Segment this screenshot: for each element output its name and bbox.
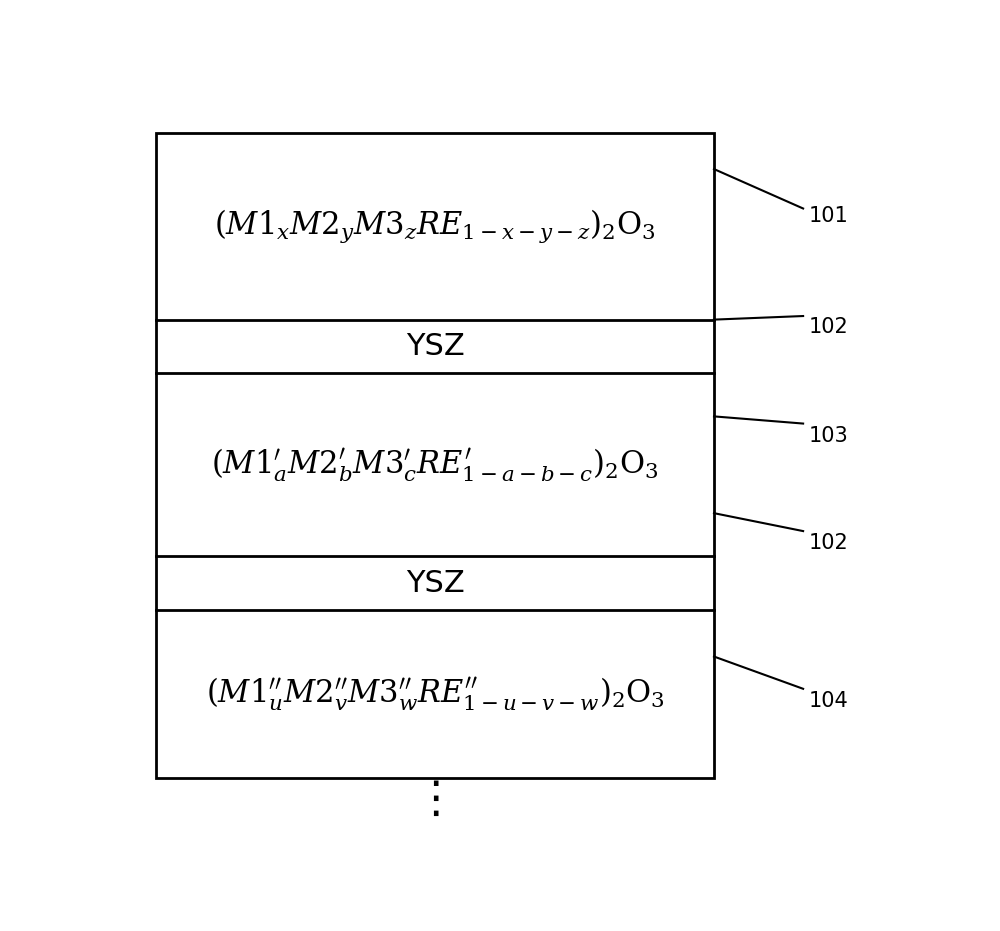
Text: 103: 103 (809, 425, 848, 446)
Text: 102: 102 (809, 317, 848, 337)
Text: $(M1_{x}M2_{y}M3_{z}RE_{1-x-y-z})_{2}\mathrm{O}_{3}$: $(M1_{x}M2_{y}M3_{z}RE_{1-x-y-z})_{2}\ma… (214, 208, 656, 245)
Text: YSZ: YSZ (406, 569, 464, 598)
Text: $(M1^{\prime\prime}_{u}M2^{\prime\prime}_{v}M3^{\prime\prime}_{w}RE^{\prime\prim: $(M1^{\prime\prime}_{u}M2^{\prime\prime}… (206, 675, 664, 713)
Text: 102: 102 (809, 533, 848, 553)
Text: YSZ: YSZ (406, 332, 464, 361)
Text: 101: 101 (809, 206, 848, 225)
Text: $(M1^{\prime}_{a}M2^{\prime}_{b}M3^{\prime}_{c}RE^{\prime}_{1-a-b-c})_{2}\mathrm: $(M1^{\prime}_{a}M2^{\prime}_{b}M3^{\pri… (211, 446, 659, 483)
Text: 104: 104 (809, 691, 848, 711)
Bar (156, 133, 714, 778)
Text: ⋮: ⋮ (413, 778, 457, 821)
